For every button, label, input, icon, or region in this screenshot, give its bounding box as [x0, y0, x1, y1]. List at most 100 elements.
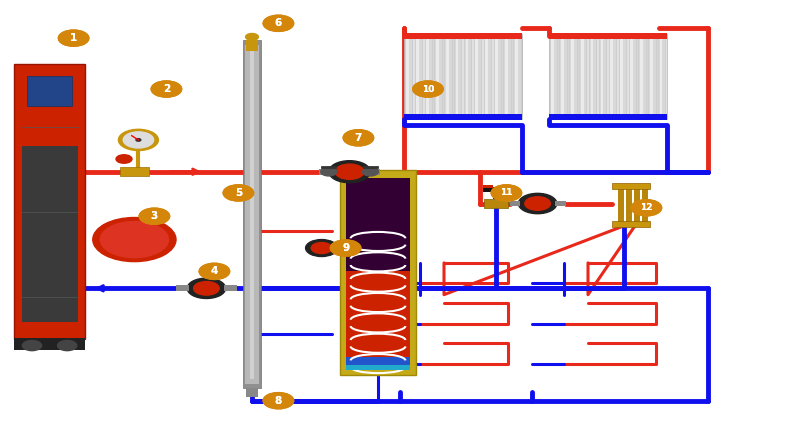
Circle shape	[223, 185, 254, 201]
Bar	[551, 38, 554, 114]
Bar	[612, 183, 650, 189]
Bar	[369, 169, 380, 175]
Circle shape	[58, 30, 89, 46]
Circle shape	[93, 218, 176, 262]
Circle shape	[343, 130, 374, 146]
Circle shape	[139, 208, 170, 224]
Bar	[340, 170, 416, 375]
Bar	[14, 64, 85, 339]
Bar	[404, 33, 522, 39]
Bar	[648, 36, 657, 116]
Bar	[22, 146, 78, 322]
Text: 1: 1	[70, 33, 78, 43]
Bar	[436, 38, 438, 114]
Circle shape	[199, 263, 230, 279]
Circle shape	[58, 340, 77, 351]
Bar	[549, 34, 667, 119]
Bar	[346, 357, 410, 370]
Circle shape	[330, 240, 361, 256]
Bar	[176, 285, 189, 291]
Bar	[406, 38, 409, 114]
Bar	[493, 191, 499, 199]
Circle shape	[518, 193, 557, 214]
Bar	[609, 36, 617, 116]
Text: 8: 8	[274, 396, 282, 406]
Bar	[634, 189, 640, 227]
Circle shape	[139, 208, 170, 224]
Bar	[650, 38, 653, 114]
Bar	[346, 271, 410, 370]
Text: 9: 9	[342, 243, 349, 253]
Bar	[484, 199, 508, 208]
Circle shape	[263, 15, 294, 31]
Bar	[618, 189, 624, 227]
Bar	[456, 38, 458, 114]
Text: 7: 7	[354, 133, 362, 143]
Bar	[425, 36, 433, 116]
Circle shape	[199, 263, 230, 279]
Text: 4: 4	[210, 266, 218, 276]
Bar	[484, 36, 492, 116]
Bar	[630, 38, 633, 114]
Text: 7: 7	[354, 133, 362, 143]
Bar	[346, 178, 410, 276]
Bar	[434, 36, 442, 116]
Circle shape	[100, 221, 169, 258]
Bar	[626, 189, 632, 227]
Text: 3: 3	[150, 211, 158, 221]
Circle shape	[413, 81, 443, 97]
Text: 6: 6	[274, 18, 282, 28]
Bar	[505, 38, 508, 114]
Text: 3: 3	[150, 211, 158, 221]
Bar	[642, 189, 648, 227]
Text: 2: 2	[162, 84, 170, 94]
Circle shape	[343, 130, 374, 146]
Circle shape	[263, 393, 294, 409]
Bar	[464, 36, 472, 116]
Bar	[599, 36, 607, 116]
Bar	[629, 36, 637, 116]
Text: 5: 5	[234, 188, 242, 198]
Bar	[243, 40, 261, 388]
Circle shape	[362, 167, 378, 176]
Text: 4: 4	[210, 266, 218, 276]
Bar	[495, 38, 498, 114]
Text: 12: 12	[640, 203, 653, 212]
Bar	[444, 36, 453, 116]
Circle shape	[151, 81, 182, 97]
Bar	[550, 36, 558, 116]
Bar	[319, 169, 330, 175]
Circle shape	[335, 164, 364, 179]
Bar	[404, 114, 522, 120]
Circle shape	[413, 81, 443, 97]
Bar	[571, 38, 574, 114]
Circle shape	[136, 139, 141, 141]
Bar	[638, 36, 646, 116]
Bar	[589, 36, 598, 116]
Text: 5: 5	[234, 188, 242, 198]
Bar	[570, 36, 578, 116]
Circle shape	[223, 185, 254, 201]
Text: 10: 10	[422, 84, 434, 94]
Text: 9: 9	[342, 243, 349, 253]
Text: 2: 2	[162, 84, 170, 94]
Circle shape	[58, 30, 89, 46]
Bar	[246, 388, 258, 397]
Circle shape	[116, 155, 132, 163]
Circle shape	[151, 81, 182, 97]
Bar	[120, 167, 149, 176]
Bar	[581, 38, 583, 114]
Bar	[131, 255, 138, 262]
Circle shape	[329, 161, 370, 183]
Bar	[514, 36, 522, 116]
Bar	[474, 36, 482, 116]
Bar	[515, 38, 518, 114]
Bar	[510, 201, 520, 206]
Bar	[250, 49, 254, 379]
Bar	[246, 40, 258, 51]
Text: 11: 11	[500, 188, 513, 198]
Circle shape	[491, 185, 522, 201]
Bar	[475, 38, 478, 114]
Bar	[14, 338, 85, 350]
Bar	[346, 365, 410, 370]
